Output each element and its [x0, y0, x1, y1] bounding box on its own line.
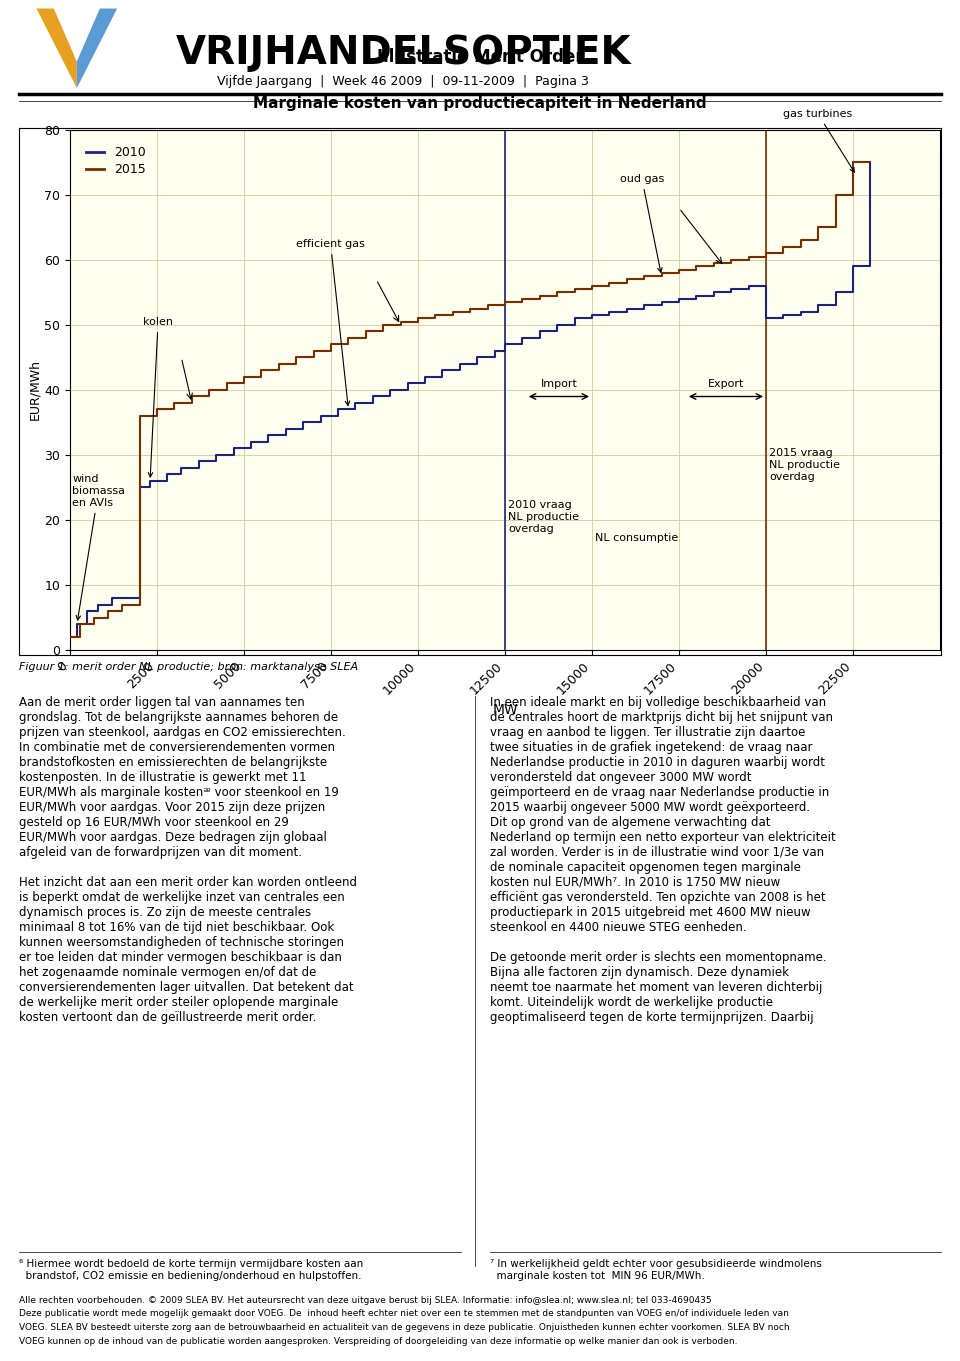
Text: Figuur 1: merit order NL productie; bron: marktanalyse SLEA: Figuur 1: merit order NL productie; bron…: [19, 661, 358, 672]
Text: ⁶ Hiermee wordt bedoeld de korte termijn vermijdbare kosten aan
  brandstof, CO2: ⁶ Hiermee wordt bedoeld de korte termijn…: [19, 1259, 364, 1281]
Polygon shape: [77, 8, 117, 88]
Text: In een ideale markt en bij volledige beschikbaarheid van
de centrales hoort de m: In een ideale markt en bij volledige bes…: [490, 695, 835, 1023]
Text: Alle rechten voorbehouden. © 2009 SLEA BV. Het auteursrecht van deze uitgave ber: Alle rechten voorbehouden. © 2009 SLEA B…: [19, 1296, 711, 1305]
Text: 2010 vraag
NL productie
overdag: 2010 vraag NL productie overdag: [509, 501, 580, 534]
Text: 2015 vraag
NL productie
overdag: 2015 vraag NL productie overdag: [770, 449, 841, 482]
Text: efficient gas: efficient gas: [297, 240, 365, 406]
Text: Aan de merit order liggen tal van aannames ten
grondslag. Tot de belangrijkste a: Aan de merit order liggen tal van aannam…: [19, 695, 357, 1023]
Legend: 2010, 2015: 2010, 2015: [81, 142, 151, 181]
Text: VRIJHANDELSOPTIEK: VRIJHANDELSOPTIEK: [176, 34, 631, 72]
Text: kolen: kolen: [143, 317, 173, 476]
Text: wind
biomassa
en AVIs: wind biomassa en AVIs: [72, 475, 125, 621]
Y-axis label: EUR/MWh: EUR/MWh: [29, 359, 41, 421]
Text: gas turbines: gas turbines: [783, 109, 854, 171]
Text: ⁷ In werkelijkheid geldt echter voor gesubsidieerde windmolens
  marginale koste: ⁷ In werkelijkheid geldt echter voor ges…: [490, 1259, 822, 1281]
Text: VOEG kunnen op de inhoud van de publicatie worden aangesproken. Verspreiding of : VOEG kunnen op de inhoud van de publicat…: [19, 1337, 737, 1346]
Text: Marginale kosten van productiecapiteit in Nederland: Marginale kosten van productiecapiteit i…: [253, 95, 707, 112]
Text: Import: Import: [540, 378, 577, 389]
Text: Deze publicatie wordt mede mogelijk gemaakt door VOEG. De  inhoud heeft echter n: Deze publicatie wordt mede mogelijk gema…: [19, 1309, 789, 1319]
Text: VOEG. SLEA BV besteedt uiterste zorg aan de betrouwbaarheid en actualiteit van d: VOEG. SLEA BV besteedt uiterste zorg aan…: [19, 1323, 790, 1332]
Polygon shape: [36, 8, 77, 88]
Text: Export: Export: [708, 378, 744, 389]
Text: Illustratie Merit Order: Illustratie Merit Order: [376, 48, 584, 67]
Text: oud gas: oud gas: [620, 174, 664, 272]
Text: NL consumptie: NL consumptie: [595, 534, 679, 543]
Text: Vijfde Jaargang  |  Week 46 2009  |  09-11-2009  |  Pagina 3: Vijfde Jaargang | Week 46 2009 | 09-11-2…: [217, 75, 589, 88]
X-axis label: MW: MW: [492, 702, 517, 717]
